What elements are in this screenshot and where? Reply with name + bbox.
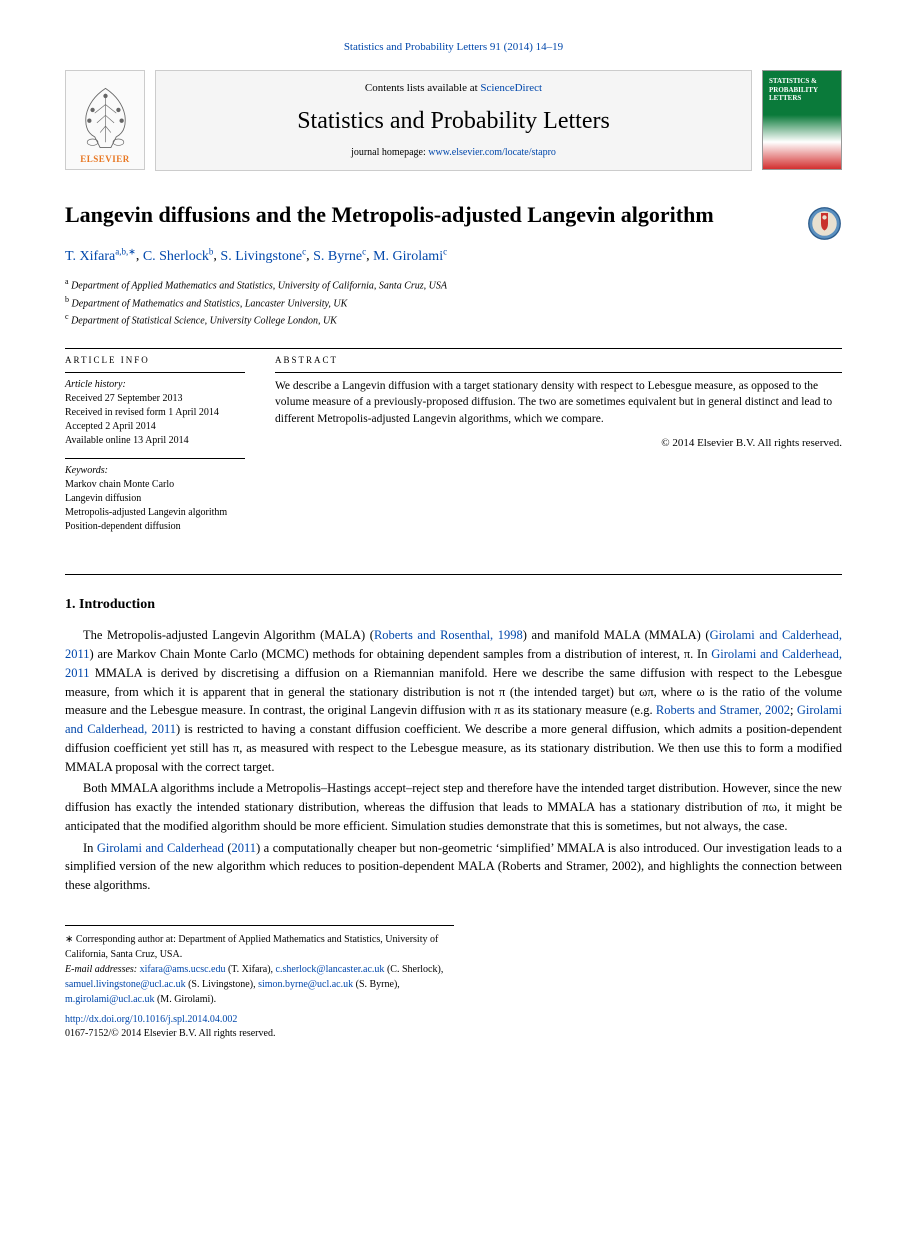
cite-link[interactable]: Roberts and Stramer, 2002 <box>656 703 790 717</box>
journal-name: Statistics and Probability Letters <box>297 105 610 139</box>
author: S. Byrnec <box>313 249 366 264</box>
affiliations: a Department of Applied Mathematics and … <box>65 276 842 328</box>
info-abstract-block: article info Article history: Received 2… <box>65 354 842 544</box>
header-center: Contents lists available at ScienceDirec… <box>155 70 752 171</box>
journal-header: ELSEVIER Contents lists available at Sci… <box>65 70 842 171</box>
homepage-line: journal homepage: www.elsevier.com/locat… <box>351 146 556 160</box>
cite-link[interactable]: Girolami and Calderhead <box>97 841 224 855</box>
section-heading: 1. Introduction <box>65 595 842 615</box>
page: Statistics and Probability Letters 91 (2… <box>0 0 907 1091</box>
title-block: Langevin diffusions and the Metropolis-a… <box>65 201 842 328</box>
email-link[interactable]: xifara@ams.ucsc.edu <box>140 964 226 975</box>
doi: http://dx.doi.org/10.1016/j.spl.2014.04.… <box>65 1013 842 1027</box>
author: T. Xifaraa,b,∗ <box>65 249 136 264</box>
citation-header: Statistics and Probability Letters 91 (2… <box>65 40 842 55</box>
crossmark-icon[interactable] <box>807 206 842 241</box>
homepage-link[interactable]: www.elsevier.com/locate/stapro <box>428 147 556 158</box>
article-info: article info Article history: Received 2… <box>65 354 245 544</box>
abstract: abstract We describe a Langevin diffusio… <box>275 354 842 544</box>
elsevier-logo[interactable]: ELSEVIER <box>65 70 145 170</box>
doi-link[interactable]: http://dx.doi.org/10.1016/j.spl.2014.04.… <box>65 1014 237 1025</box>
email-link[interactable]: c.sherlock@lancaster.ac.uk <box>276 964 385 975</box>
bottom-copyright: 0167-7152/© 2014 Elsevier B.V. All right… <box>65 1027 842 1041</box>
author: C. Sherlockb <box>143 249 214 264</box>
email-link[interactable]: m.girolami@ucl.ac.uk <box>65 994 154 1005</box>
author: S. Livingstonec <box>220 249 306 264</box>
journal-cover[interactable]: STATISTICS & PROBABILITY LETTERS <box>762 70 842 170</box>
citation-link[interactable]: Statistics and Probability Letters 91 (2… <box>344 41 563 53</box>
contents-line: Contents lists available at ScienceDirec… <box>365 81 542 96</box>
author: M. Girolamic <box>373 249 447 264</box>
cite-link[interactable]: 2011 <box>232 841 257 855</box>
footnotes: ∗ Corresponding author at: Department of… <box>65 925 454 1007</box>
body-text: The Metropolis-adjusted Langevin Algorit… <box>65 626 842 895</box>
elsevier-tree-icon <box>73 83 138 153</box>
authors: T. Xifaraa,b,∗, C. Sherlockb, S. Livings… <box>65 245 842 266</box>
cite-link[interactable]: Roberts and Rosenthal, 1998 <box>374 628 523 642</box>
email-link[interactable]: simon.byrne@ucl.ac.uk <box>258 979 353 990</box>
email-link[interactable]: samuel.livingstone@ucl.ac.uk <box>65 979 186 990</box>
article-title: Langevin diffusions and the Metropolis-a… <box>65 201 842 230</box>
elsevier-label: ELSEVIER <box>80 153 130 166</box>
sciencedirect-link[interactable]: ScienceDirect <box>480 82 542 94</box>
